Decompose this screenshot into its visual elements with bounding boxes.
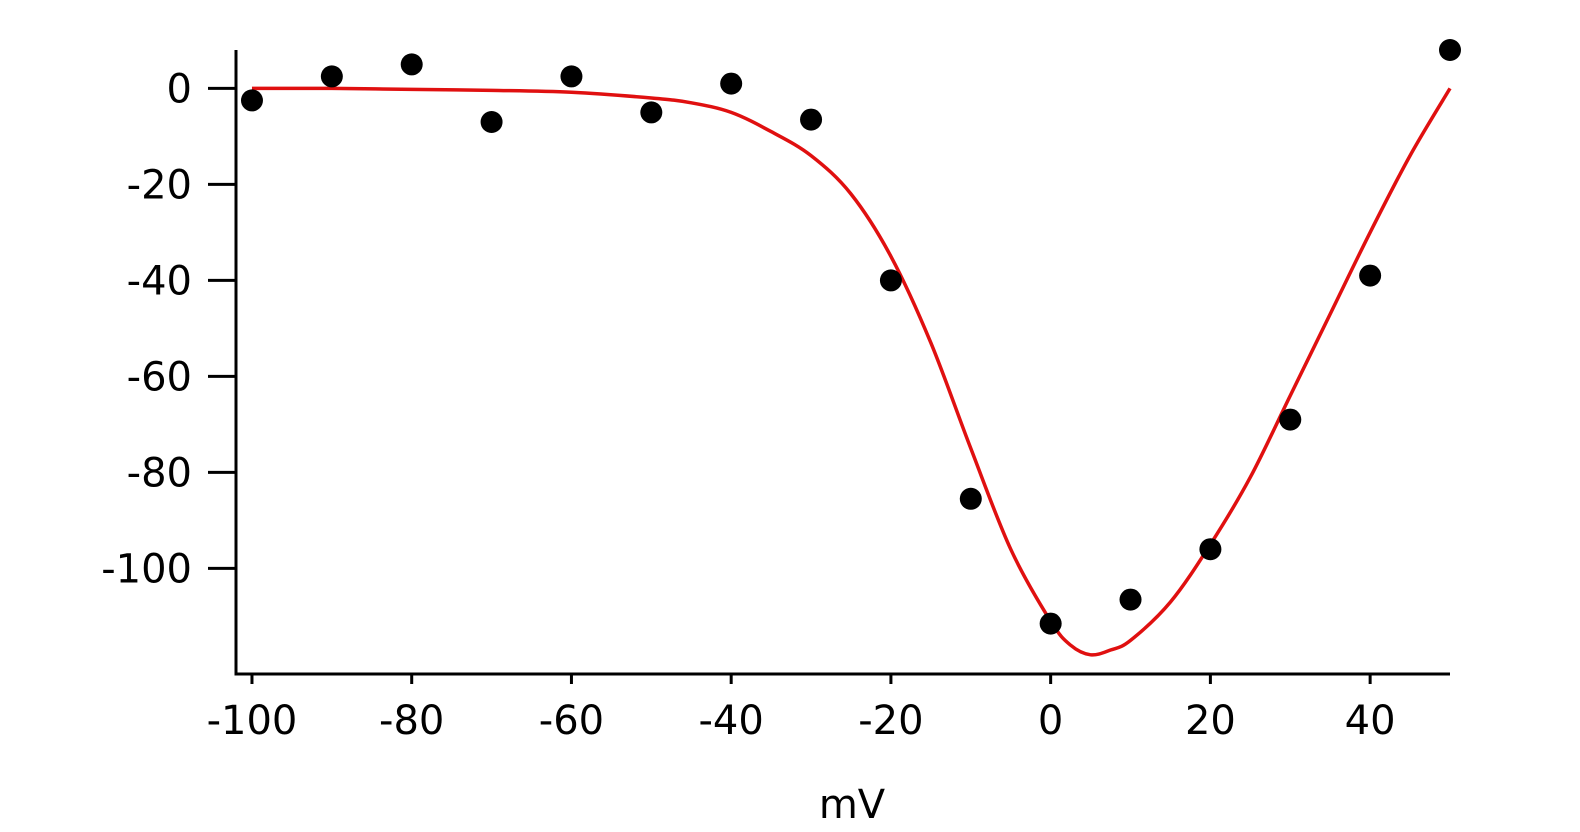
y-tick-label: -20 <box>127 162 192 208</box>
data-point <box>640 101 663 124</box>
data-point <box>560 65 583 88</box>
data-points-layer <box>240 39 1461 635</box>
y-tick-label: -40 <box>127 258 192 304</box>
data-point <box>1199 538 1222 561</box>
y-tick-label: -100 <box>101 546 192 592</box>
data-point <box>1279 408 1302 431</box>
x-tick-label: -20 <box>858 698 923 744</box>
data-point <box>1039 612 1062 635</box>
data-point <box>800 108 823 131</box>
data-point <box>959 487 982 510</box>
data-point <box>1359 264 1382 287</box>
y-tick-label: -60 <box>127 354 192 400</box>
data-point <box>1119 588 1142 611</box>
x-tick-label: -80 <box>379 698 444 744</box>
data-point <box>720 72 743 95</box>
y-tick-label: 0 <box>167 66 192 112</box>
data-point <box>400 53 423 76</box>
fit-curve-layer <box>251 86 1452 657</box>
data-point <box>1439 39 1461 61</box>
x-axis-label: mV <box>819 782 886 828</box>
x-tick-label: 40 <box>1345 698 1396 744</box>
x-tick-label: -60 <box>539 698 604 744</box>
x-tick-label: -40 <box>699 698 764 744</box>
x-tick-label: 0 <box>1038 698 1063 744</box>
fit-curve <box>251 86 1452 657</box>
data-point <box>320 65 343 88</box>
data-point <box>240 89 263 112</box>
data-point <box>879 269 902 292</box>
y-tick-label: -80 <box>127 450 192 496</box>
x-tick-label: 20 <box>1185 698 1236 744</box>
x-tick-label: -100 <box>207 698 298 744</box>
axes: -100 -80 -60 -40 -20 0 20 40 0 -20 -40 -60 -80 -100 <box>101 50 1450 744</box>
data-point <box>480 111 503 133</box>
